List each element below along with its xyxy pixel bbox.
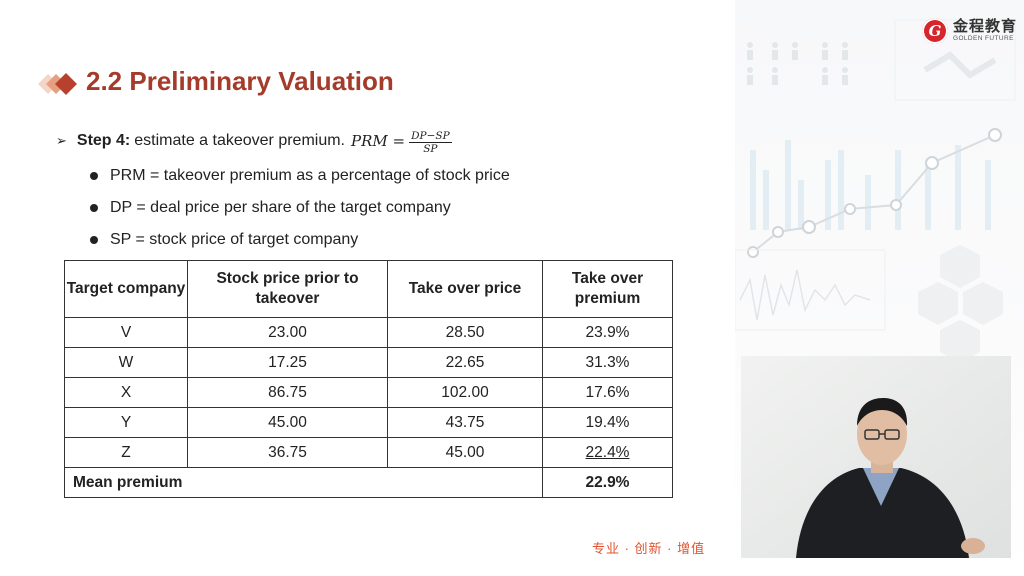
slide-title: 2.2 Preliminary Valuation: [86, 66, 394, 96]
formula-lhs: PRM =: [351, 131, 406, 150]
cell-stock-price: 23.00: [187, 317, 388, 348]
cell-company: V: [64, 317, 188, 348]
cell-stock-price: 17.25: [187, 347, 388, 378]
presenter-video-image: [741, 356, 1011, 558]
header-takeover-price: Take over price: [387, 260, 543, 318]
cell-premium: 22.4%: [542, 437, 673, 468]
cell-takeover-price: 43.75: [387, 407, 543, 438]
table-header-row: Target company Stock price prior to take…: [64, 260, 673, 318]
logo-english-name: GOLDEN FUTURE: [953, 35, 1014, 43]
logo-icon: G: [922, 18, 948, 44]
cell-company: Z: [64, 437, 188, 468]
step-bullet: ➢ Step 4: estimate a takeover premium. P…: [56, 128, 452, 155]
header-target-company: Target company: [64, 260, 188, 318]
table-row: Y 45.00 43.75 19.4%: [64, 407, 673, 438]
header-takeover-premium: Take over premium: [542, 260, 673, 318]
bullet-dot-icon: [90, 172, 98, 180]
brand-logo: G 金程教育 GOLDEN FUTURE: [922, 18, 1017, 44]
cell-company: X: [64, 377, 188, 408]
header-stock-price: Stock price prior to takeover: [187, 260, 388, 318]
bullet-dot-icon: [90, 236, 98, 244]
step-text: estimate a takeover premium.: [134, 131, 345, 149]
cell-premium: 17.6%: [542, 377, 673, 408]
cell-stock-price: 86.75: [187, 377, 388, 408]
mean-premium-label: Mean premium: [64, 467, 543, 498]
decorative-infographic: [735, 19, 1016, 363]
definition-item: SP = stock price of target company: [90, 231, 358, 249]
formula-numerator: DP−SP: [409, 130, 452, 143]
step-label: Step 4:: [76, 131, 131, 149]
table-row: Z 36.75 45.00 22.4%: [64, 437, 673, 468]
cell-takeover-price: 28.50: [387, 317, 543, 348]
formula-denominator: SP: [423, 143, 438, 155]
cell-premium: 23.9%: [542, 317, 673, 348]
definition-prm: PRM = takeover premium as a percentage o…: [110, 167, 510, 184]
table-mean-row: Mean premium 22.9%: [64, 467, 673, 498]
cell-company: W: [64, 347, 188, 378]
prm-formula: PRM = DP−SP SP: [351, 128, 452, 155]
logo-chinese-name: 金程教育: [953, 18, 1018, 36]
definition-sp: SP = stock price of target company: [110, 231, 359, 248]
table-row: V 23.00 28.50 23.9%: [64, 317, 673, 348]
definition-dp: DP = deal price per share of the target …: [110, 199, 451, 216]
mean-premium-value: 22.9%: [542, 467, 673, 498]
table-row: X 86.75 102.00 17.6%: [64, 377, 673, 408]
cell-takeover-price: 22.65: [387, 347, 543, 378]
definition-item: DP = deal price per share of the target …: [90, 199, 451, 217]
cell-premium: 31.3%: [542, 347, 673, 378]
cell-premium: 19.4%: [542, 407, 673, 438]
cell-company: Y: [64, 407, 188, 438]
presenter-webcam: [741, 356, 1011, 558]
table-row: W 17.25 22.65 31.3%: [64, 347, 673, 378]
cell-takeover-price: 45.00: [387, 437, 543, 468]
brand-slogan: 专业 · 创新 · 增值: [592, 541, 706, 556]
takeover-premium-table: Target company Stock price prior to take…: [64, 260, 673, 498]
definition-item: PRM = takeover premium as a percentage o…: [90, 167, 510, 185]
title-diamond-icon: [38, 73, 77, 95]
cell-stock-price: 36.75: [187, 437, 388, 468]
cell-takeover-price: 102.00: [387, 377, 543, 408]
bullet-dot-icon: [90, 204, 98, 212]
arrow-bullet-icon: ➢: [56, 132, 67, 148]
cell-stock-price: 45.00: [187, 407, 388, 438]
